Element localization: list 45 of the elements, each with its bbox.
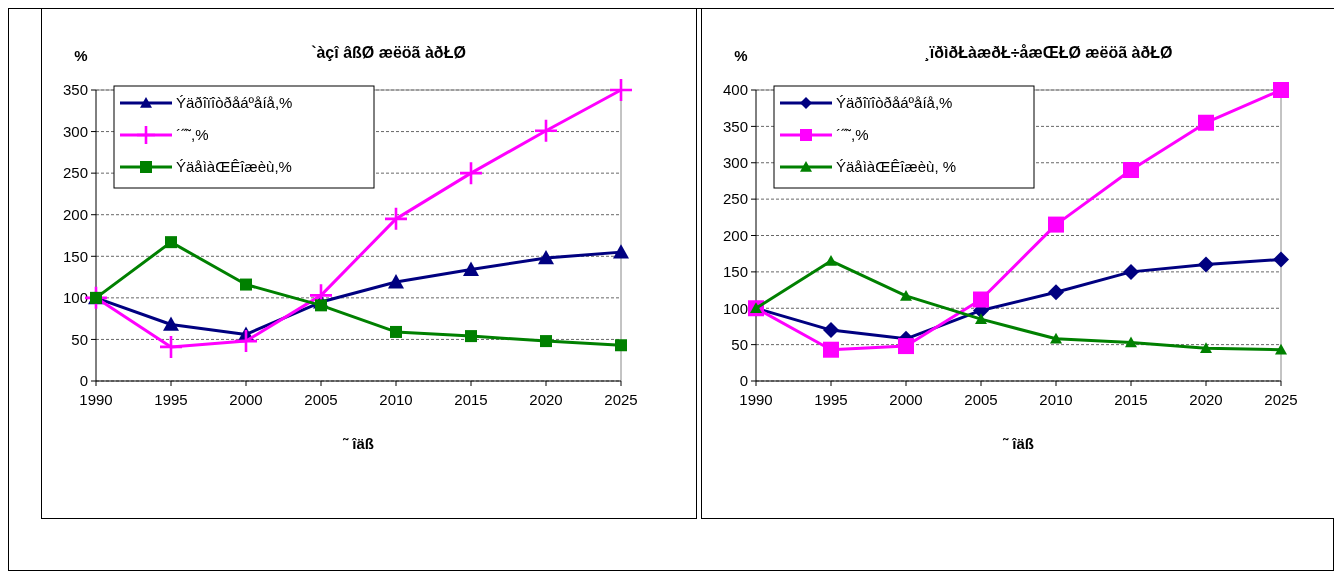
legend-label: ÝäåìàŒÊîæèù,%	[176, 158, 292, 176]
legend-label: Ýäðîïîòðåáºåíå,%	[176, 94, 293, 112]
y-tick-label: 50	[731, 335, 748, 353]
x-tick-label: 2005	[964, 391, 998, 408]
y-tick-label: 300	[62, 122, 88, 140]
x-tick-label: 2010	[379, 391, 413, 408]
x-axis-title: ˜ îäß	[1002, 435, 1034, 452]
y-tick-label: 100	[722, 299, 748, 317]
y-tick-label: 250	[722, 190, 748, 208]
x-tick-label: 2025	[1264, 391, 1298, 408]
y-tick-label: 350	[722, 117, 748, 135]
y-tick-label: 400	[722, 81, 748, 99]
x-tick-label: 2000	[889, 391, 923, 408]
x-tick-label: 2020	[529, 391, 563, 408]
x-tick-label: 2005	[304, 391, 338, 408]
x-tick-label: 2000	[229, 391, 263, 408]
x-tick-label: 2010	[1039, 391, 1073, 408]
x-tick-label: 2015	[454, 391, 488, 408]
x-tick-label: 1995	[154, 391, 188, 408]
y-tick-label: 150	[62, 247, 88, 265]
legend-label: Ýäðîïîòðåáºåíå,%	[836, 94, 953, 112]
y-tick-label: 200	[62, 205, 88, 223]
legend-label: ÝäåìàŒÊîæèù, %	[836, 158, 957, 176]
x-axis-title: ˜ îäß	[342, 435, 374, 452]
x-tick-label: 1990	[79, 391, 113, 408]
y-tick-label: 300	[722, 154, 748, 171]
x-tick-label: 2025	[604, 391, 638, 408]
x-tick-label: 1995	[814, 391, 848, 408]
y-axis-title: %	[74, 47, 88, 64]
chart-title: ¸ïðìðŁàæðŁ÷åæŒŁØ æëöã àðŁØ	[924, 44, 1173, 61]
x-tick-label: 1990	[739, 391, 773, 408]
y-axis-title: %	[734, 47, 748, 64]
y-tick-label: 0	[79, 372, 88, 390]
y-tick-label: 150	[722, 263, 748, 281]
legend-label: ´˝˜,%	[176, 126, 209, 144]
y-tick-label: 50	[71, 330, 88, 348]
y-tick-label: 0	[739, 372, 748, 390]
legend-label: ´˝˜,%	[836, 126, 869, 144]
y-tick-label: 200	[722, 226, 748, 244]
y-tick-label: 350	[62, 81, 88, 99]
chart-title: `àçî âßØ æëöã àðŁØ	[311, 44, 466, 61]
x-tick-label: 2020	[1189, 391, 1223, 408]
x-tick-label: 2015	[1114, 391, 1148, 408]
y-tick-label: 250	[62, 164, 88, 182]
y-tick-label: 100	[62, 289, 88, 307]
